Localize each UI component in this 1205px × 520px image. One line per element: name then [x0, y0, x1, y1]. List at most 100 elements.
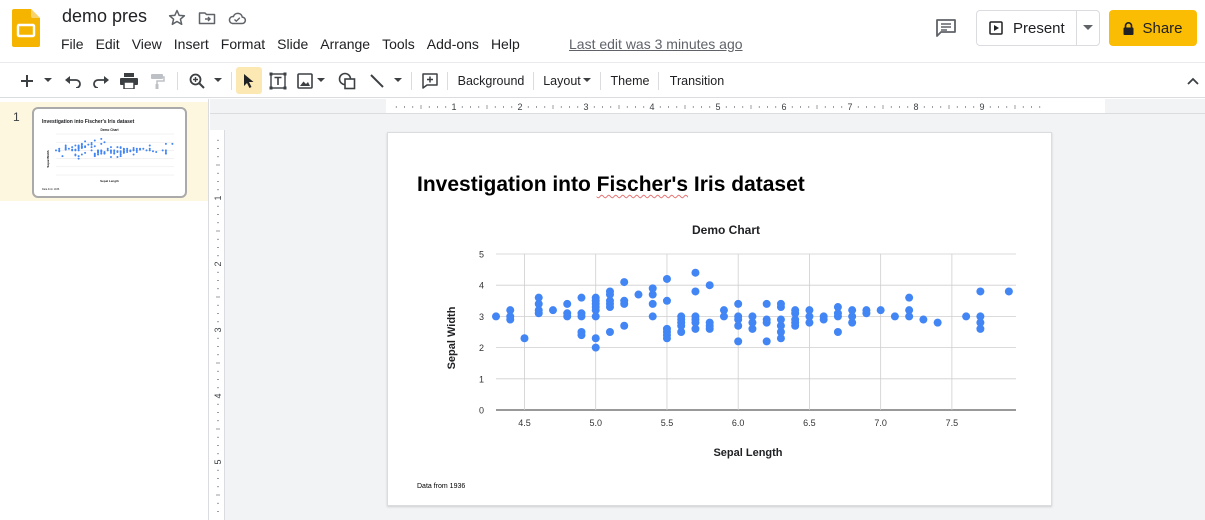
- chart-data-point[interactable]: [862, 306, 871, 315]
- chart-data-point[interactable]: [762, 299, 771, 308]
- chart-data-point[interactable]: [1004, 287, 1013, 296]
- chart-data-point[interactable]: [890, 312, 899, 321]
- chart-data-point[interactable]: [705, 318, 714, 327]
- chart-data-point[interactable]: [905, 312, 914, 321]
- chart-data-point[interactable]: [776, 328, 785, 336]
- chart-data-point[interactable]: [791, 315, 800, 324]
- chart-data-point[interactable]: [591, 334, 600, 343]
- chart-data-point[interactable]: [791, 306, 800, 315]
- transition-button[interactable]: Transition: [669, 73, 725, 88]
- chart-data-point[interactable]: [691, 324, 700, 333]
- chart-data-point[interactable]: [933, 318, 942, 327]
- chart-data-point[interactable]: [848, 318, 857, 327]
- chart-data-point[interactable]: [848, 306, 857, 315]
- menu-tools[interactable]: Tools: [382, 36, 415, 52]
- chart-data-point[interactable]: [591, 312, 600, 321]
- chart-data-point[interactable]: [734, 321, 743, 330]
- chart-data-point[interactable]: [776, 299, 785, 308]
- chart-data-point[interactable]: [905, 293, 914, 302]
- chart-data-point[interactable]: [805, 306, 814, 315]
- shape-button[interactable]: [334, 67, 360, 94]
- chart-data-point[interactable]: [677, 312, 686, 321]
- menu-format[interactable]: Format: [220, 36, 266, 52]
- chart-data-point[interactable]: [591, 293, 600, 302]
- vertical-ruler[interactable]: 1 2 3 4 5: [210, 130, 225, 520]
- redo-button[interactable]: [88, 67, 114, 94]
- menu-view[interactable]: View: [131, 36, 162, 52]
- chart-data-point[interactable]: [605, 287, 614, 296]
- chart-data-point[interactable]: [620, 321, 629, 330]
- chart-data-point[interactable]: [577, 293, 586, 302]
- chart-data-point[interactable]: [919, 315, 928, 324]
- theme-button[interactable]: Theme: [610, 73, 650, 88]
- chart-data-point[interactable]: [591, 343, 600, 352]
- chart-data-point[interactable]: [748, 312, 757, 321]
- chart-data-point[interactable]: [734, 312, 743, 321]
- chart-data-point[interactable]: [648, 284, 657, 293]
- layout-button[interactable]: Layout: [541, 67, 593, 94]
- chart-data-point[interactable]: [691, 287, 700, 296]
- menu-arrange[interactable]: Arrange: [320, 36, 371, 52]
- chart-data-point[interactable]: [648, 290, 657, 299]
- scatter-chart[interactable]: Demo Chart Sepal Length Sepal Width 0 1 2 3…: [428, 217, 1028, 477]
- chart-data-point[interactable]: [976, 318, 985, 327]
- chart-data-point[interactable]: [520, 334, 529, 343]
- new-slide-dropdown[interactable]: [40, 67, 56, 94]
- chart-data-point[interactable]: [819, 312, 828, 321]
- zoom-dropdown[interactable]: [210, 67, 226, 94]
- slide-thumbnail[interactable]: Investigation into Fischer's Iris datase…: [32, 107, 187, 198]
- chart-data-point[interactable]: [705, 281, 714, 290]
- undo-button[interactable]: [60, 67, 86, 94]
- chart-data-point[interactable]: [805, 318, 814, 327]
- select-tool-button[interactable]: [236, 67, 262, 94]
- comments-icon[interactable]: [934, 16, 958, 40]
- slide-canvas[interactable]: Investigation into Fischer's Iris datase…: [387, 132, 1052, 506]
- chart-data-point[interactable]: [506, 312, 515, 321]
- slide-title[interactable]: Investigation into Fischer's Iris datase…: [417, 173, 805, 197]
- chart-data-point[interactable]: [534, 306, 543, 315]
- filmstrip-slide-entry[interactable]: 1 Investigation into Fischer's Iris data…: [0, 102, 208, 201]
- menu-help[interactable]: Help: [490, 36, 520, 52]
- chart-data-point[interactable]: [748, 324, 757, 333]
- menu-slide[interactable]: Slide: [277, 36, 309, 52]
- chart-data-point[interactable]: [534, 293, 543, 302]
- chart-data-point[interactable]: [734, 299, 743, 308]
- chart-data-point[interactable]: [976, 287, 985, 296]
- chart-data-point[interactable]: [620, 296, 629, 305]
- chart-data-point[interactable]: [605, 328, 614, 336]
- chart-data-point[interactable]: [577, 328, 586, 336]
- chart-data-point[interactable]: [719, 312, 728, 321]
- background-button[interactable]: Background: [457, 73, 525, 88]
- chart-data-point[interactable]: [534, 299, 543, 308]
- slides-logo-icon[interactable]: [12, 9, 40, 47]
- chart-data-point[interactable]: [805, 312, 814, 321]
- menu-insert[interactable]: Insert: [173, 36, 209, 52]
- chart-data-point[interactable]: [976, 312, 985, 321]
- chart-data-point[interactable]: [492, 312, 500, 321]
- chart-data-point[interactable]: [634, 290, 643, 299]
- chart-data-point[interactable]: [833, 328, 842, 336]
- chart-data-point[interactable]: [833, 309, 842, 318]
- slide-footnote[interactable]: Data from 1936: [417, 483, 466, 490]
- chart-data-point[interactable]: [691, 268, 700, 277]
- collapse-toolbar-button[interactable]: [1184, 67, 1202, 94]
- chart-data-point[interactable]: [648, 299, 657, 308]
- chart-data-point[interactable]: [905, 306, 914, 315]
- chart-data-point[interactable]: [833, 303, 842, 312]
- document-title[interactable]: demo pres: [62, 6, 148, 26]
- chart-data-point[interactable]: [548, 306, 557, 315]
- chart-data-point[interactable]: [776, 315, 785, 324]
- chart-data-point[interactable]: [776, 334, 785, 343]
- new-slide-button[interactable]: [14, 67, 40, 94]
- chart-data-point[interactable]: [976, 324, 985, 333]
- chart-data-point[interactable]: [577, 309, 586, 318]
- chart-data-point[interactable]: [662, 274, 671, 283]
- chart-data-point[interactable]: [719, 306, 728, 315]
- line-dropdown[interactable]: [390, 67, 406, 94]
- chart-data-point[interactable]: [762, 315, 771, 324]
- chart-data-point[interactable]: [662, 324, 671, 333]
- chart-data-point[interactable]: [762, 337, 771, 346]
- cloud-saved-icon[interactable]: [227, 8, 247, 28]
- share-button[interactable]: Share: [1109, 10, 1197, 46]
- text-box-button[interactable]: [265, 67, 291, 94]
